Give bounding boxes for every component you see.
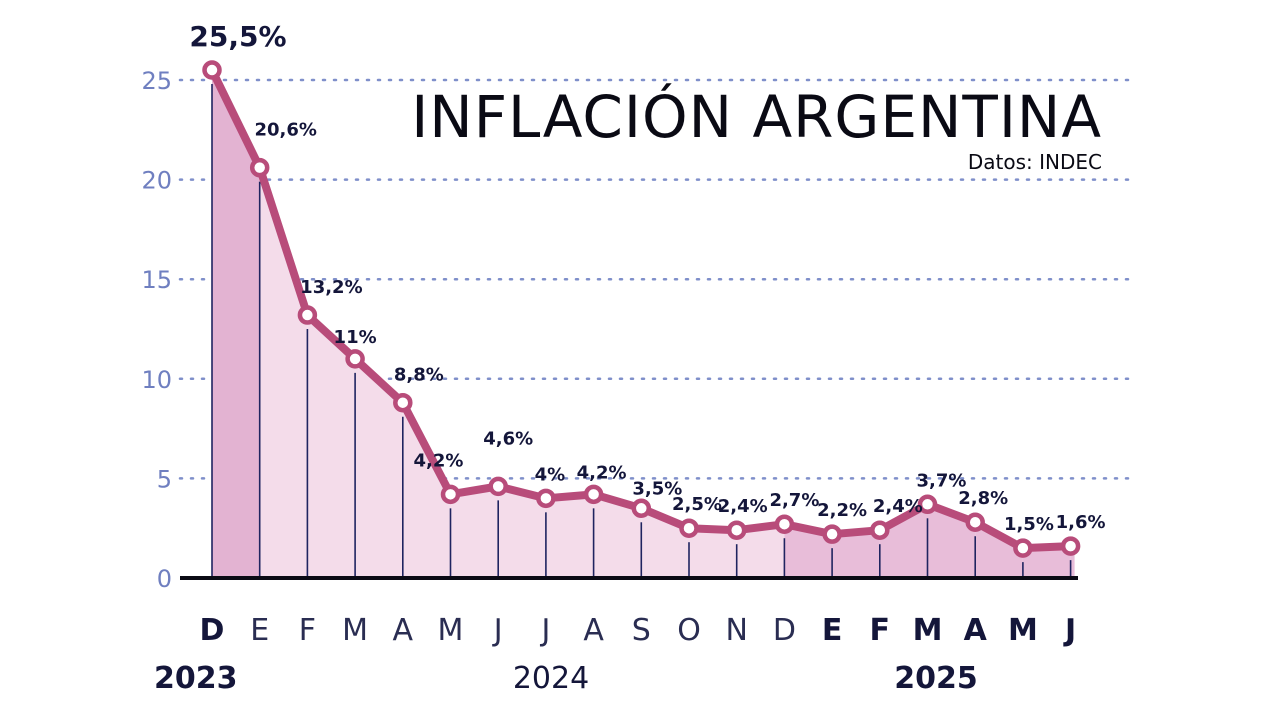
data-point bbox=[917, 494, 938, 515]
data-label: 2,2% bbox=[817, 500, 867, 521]
data-label: 8,8% bbox=[394, 365, 444, 386]
data-point bbox=[679, 518, 699, 538]
area-segment bbox=[545, 494, 594, 578]
data-label: 1,6% bbox=[1056, 512, 1106, 533]
data-label: 2,7% bbox=[769, 490, 819, 511]
area-segment bbox=[355, 358, 403, 578]
data-label: 25,5% bbox=[189, 20, 286, 53]
area-segment bbox=[402, 402, 451, 578]
data-point bbox=[393, 392, 413, 413]
data-label: 13,2% bbox=[300, 277, 362, 298]
area-segment bbox=[1022, 546, 1071, 578]
data-point bbox=[631, 498, 652, 519]
area-segment bbox=[927, 504, 976, 578]
x-tick-label: A bbox=[393, 613, 414, 648]
data-point bbox=[440, 484, 461, 505]
chart-title: INFLACIÓN ARGENTINA bbox=[411, 83, 1102, 151]
x-tick-label: E bbox=[822, 613, 843, 648]
year-label: 2023 bbox=[154, 661, 238, 696]
area-segment bbox=[259, 167, 308, 578]
area-segment bbox=[832, 530, 880, 578]
data-label: 4,2% bbox=[577, 462, 627, 483]
data-label: 2,8% bbox=[958, 488, 1008, 509]
x-tick-label: F bbox=[299, 613, 316, 648]
x-tick-label: M bbox=[342, 613, 368, 648]
x-tick-label: A bbox=[583, 613, 604, 648]
area-segment bbox=[975, 522, 1023, 578]
x-tick-label: D bbox=[773, 613, 796, 648]
data-point bbox=[345, 349, 365, 369]
data-point bbox=[726, 520, 747, 540]
x-tick-label: M bbox=[913, 613, 943, 648]
data-label: 1,5% bbox=[1004, 514, 1054, 535]
data-label: 2,5% bbox=[672, 494, 722, 515]
x-tick-label: E bbox=[250, 613, 269, 648]
data-label: 20,6% bbox=[254, 120, 316, 141]
y-tick-label: 5 bbox=[157, 465, 172, 493]
area-segment bbox=[784, 524, 833, 578]
area-segment bbox=[212, 70, 260, 578]
x-tick-label: M bbox=[438, 613, 464, 648]
x-tick-label: F bbox=[870, 613, 891, 648]
x-tick-label: A bbox=[964, 613, 988, 648]
data-point bbox=[822, 524, 842, 544]
area-segment bbox=[498, 486, 546, 578]
x-tick-label: N bbox=[725, 613, 747, 648]
data-label: 3,5% bbox=[632, 478, 682, 499]
data-label: 4% bbox=[535, 464, 566, 485]
chart-subtitle: Datos: INDEC bbox=[967, 150, 1102, 174]
y-tick-label: 10 bbox=[141, 366, 172, 394]
data-point bbox=[202, 60, 222, 80]
area-tail bbox=[1070, 546, 1075, 578]
area-segment bbox=[736, 524, 785, 578]
year-label: 2025 bbox=[894, 661, 978, 696]
x-tick-label: J bbox=[1063, 613, 1076, 648]
data-point bbox=[1013, 538, 1033, 558]
x-tick-label: M bbox=[1008, 613, 1038, 648]
x-tick-label: J bbox=[539, 613, 550, 648]
data-label: 2,4% bbox=[873, 496, 923, 517]
y-tick-label: 20 bbox=[141, 167, 172, 195]
data-point bbox=[1060, 536, 1081, 556]
data-point bbox=[297, 305, 318, 325]
data-point bbox=[536, 488, 556, 509]
y-tick-label: 25 bbox=[141, 67, 172, 95]
data-label: 11% bbox=[334, 327, 377, 348]
area-segment bbox=[450, 486, 499, 578]
data-label: 4,6% bbox=[483, 428, 533, 449]
data-point bbox=[870, 520, 890, 540]
area-segment bbox=[879, 504, 928, 578]
x-tick-label: D bbox=[200, 613, 225, 648]
data-point bbox=[583, 484, 604, 505]
data-label: 4,2% bbox=[414, 450, 464, 471]
data-label: 3,7% bbox=[917, 470, 967, 491]
data-point bbox=[249, 157, 270, 178]
data-point bbox=[774, 514, 795, 534]
area-segment bbox=[307, 315, 356, 578]
data-label: 2,4% bbox=[718, 496, 768, 517]
y-tick-label: 15 bbox=[141, 266, 172, 294]
data-point bbox=[965, 512, 985, 532]
x-tick-label: O bbox=[677, 613, 701, 648]
x-tick-label: J bbox=[492, 613, 503, 648]
area-segment bbox=[689, 528, 737, 578]
year-label: 2024 bbox=[513, 661, 589, 696]
data-point bbox=[488, 476, 508, 497]
y-tick-label: 0 bbox=[157, 565, 172, 593]
x-tick-label: S bbox=[632, 613, 651, 648]
area-segment bbox=[593, 494, 642, 578]
